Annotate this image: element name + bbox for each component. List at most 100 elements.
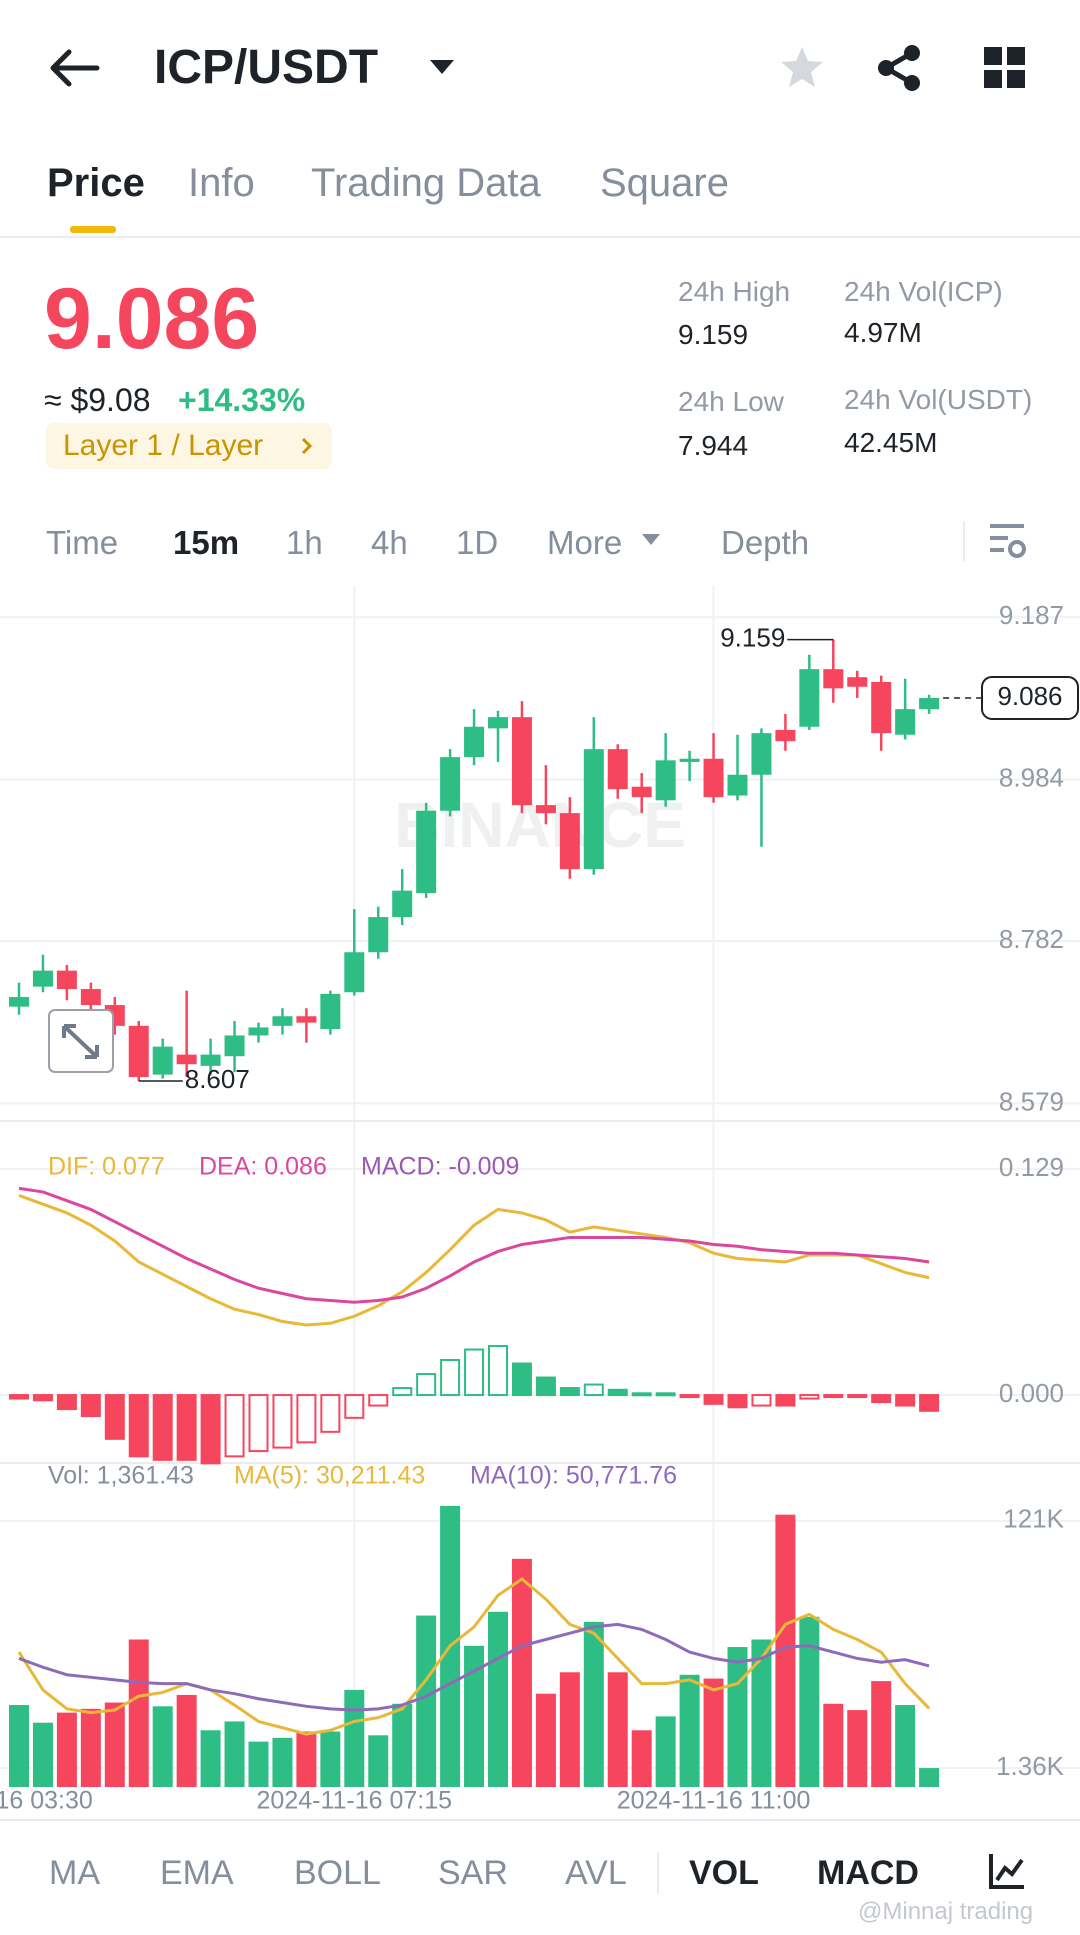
candle-body xyxy=(128,1025,149,1078)
stat-label: 24h Vol(USDT) xyxy=(844,384,1033,415)
tag-chevron xyxy=(301,437,313,455)
volume-bar xyxy=(9,1705,29,1787)
volume-bar xyxy=(296,1731,317,1787)
share-button[interactable] xyxy=(876,44,922,92)
volume-bar xyxy=(631,1730,652,1787)
volume-bar xyxy=(559,1672,580,1787)
indicator[interactable]: SAR xyxy=(438,1854,508,1892)
y-tick-label: 0.129 xyxy=(999,1152,1064,1182)
favorite-star[interactable] xyxy=(778,44,826,92)
macd-bar xyxy=(416,1373,437,1397)
ma-line xyxy=(17,1577,931,1736)
candle-body xyxy=(511,717,532,806)
last-price: 9.086 xyxy=(44,271,260,367)
interval[interactable]: More xyxy=(547,524,623,561)
chart-settings[interactable] xyxy=(988,522,1028,562)
tag-label[interactable]: Layer 1 / Layer xyxy=(63,429,264,462)
interval[interactable]: Time xyxy=(46,524,119,561)
volume-bar xyxy=(224,1721,245,1787)
volume-bar xyxy=(152,1706,173,1787)
candle-body xyxy=(368,917,389,953)
candle-body xyxy=(751,733,772,775)
volume-bar xyxy=(535,1693,556,1787)
candle-body xyxy=(152,1046,173,1075)
volume-bar xyxy=(655,1716,676,1787)
pair-dropdown[interactable] xyxy=(428,58,456,76)
legend-entry: Vol: 1,361.43 xyxy=(48,1462,194,1490)
indicator-settings[interactable] xyxy=(988,1852,1026,1890)
candle-body xyxy=(895,709,916,735)
watermark: @Minnaj trading xyxy=(858,1898,1034,1925)
stat-value: 4.97M xyxy=(844,317,922,348)
tab[interactable]: Price xyxy=(47,161,145,205)
candle-body xyxy=(727,774,748,796)
macd-bar xyxy=(296,1394,317,1444)
pair-title[interactable]: ICP/USDT xyxy=(154,41,379,94)
divider xyxy=(0,236,1080,238)
candle-body xyxy=(9,997,29,1007)
grid-menu[interactable] xyxy=(984,47,1026,89)
macd-bar xyxy=(655,1392,676,1397)
legend-entry: MA(5): 30,211.43 xyxy=(234,1462,425,1490)
low-label: 8.607 xyxy=(185,1064,250,1094)
candle-body xyxy=(535,805,556,814)
volume-bar xyxy=(272,1737,293,1787)
candle-body xyxy=(224,1035,245,1057)
interval[interactable]: 15m xyxy=(173,524,240,561)
candle-body xyxy=(488,717,508,729)
candle-body xyxy=(248,1027,269,1036)
y-tick-label: 0.000 xyxy=(999,1378,1064,1408)
indicator[interactable]: BOLL xyxy=(294,1854,381,1892)
x-tick-label: 2024-11-16 03:30 xyxy=(0,1787,93,1815)
candle-body xyxy=(440,757,461,811)
candle-body xyxy=(583,749,604,870)
divider xyxy=(0,1819,1080,1821)
stat-label: 24h High xyxy=(678,276,791,307)
tab[interactable]: Trading Data xyxy=(311,161,541,205)
tag-box[interactable]: Layer 1 / Layer xyxy=(46,423,332,469)
y-tick-label: 1.36K xyxy=(996,1751,1065,1781)
interval[interactable]: Depth xyxy=(721,524,810,561)
back-button[interactable] xyxy=(49,48,101,88)
stat-label: 24h Vol(ICP) xyxy=(844,276,1003,307)
high-label: 9.159 xyxy=(720,622,785,652)
interval[interactable]: 1D xyxy=(456,524,499,561)
candle-body xyxy=(871,681,892,734)
tab[interactable]: Info xyxy=(188,161,255,205)
candle-body xyxy=(176,1054,197,1065)
indicator[interactable]: VOL xyxy=(689,1854,759,1892)
interval[interactable]: 1h xyxy=(286,524,323,561)
macd-bar xyxy=(871,1394,892,1404)
volume-bar xyxy=(464,1645,485,1787)
last-price-label: 9.086 xyxy=(997,681,1062,711)
macd-bar xyxy=(176,1394,197,1461)
candle-body xyxy=(823,669,844,689)
candle-body xyxy=(919,697,940,710)
fullscreen-icon xyxy=(62,1024,99,1059)
indicator[interactable]: MA xyxy=(49,1854,100,1892)
indicator[interactable]: AVL xyxy=(565,1854,627,1892)
macd-bar xyxy=(799,1394,820,1400)
volume-bar xyxy=(919,1768,940,1787)
candle-body xyxy=(320,993,341,1030)
macd-bar xyxy=(344,1394,365,1419)
indicator[interactable]: EMA xyxy=(160,1854,234,1892)
macd-bar xyxy=(607,1388,628,1397)
candle-body xyxy=(847,677,868,687)
legend-entry: MA(10): 50,771.76 xyxy=(470,1462,677,1490)
volume-bar xyxy=(775,1514,796,1787)
indicator[interactable]: MACD xyxy=(817,1854,919,1892)
divider xyxy=(963,521,965,561)
fiat-price: ≈ $9.08 xyxy=(44,382,151,418)
tab[interactable]: Square xyxy=(600,161,729,205)
macd-bar xyxy=(152,1394,173,1461)
macd-bar xyxy=(320,1394,341,1433)
legend-entry: DIF: 0.077 xyxy=(48,1153,165,1181)
volume-bar xyxy=(727,1647,748,1787)
fullscreen-button[interactable] xyxy=(48,1009,114,1073)
volume-bar xyxy=(416,1615,437,1787)
interval[interactable]: 4h xyxy=(371,524,408,561)
last-price-box xyxy=(981,675,1079,720)
volume-bar xyxy=(248,1741,269,1787)
